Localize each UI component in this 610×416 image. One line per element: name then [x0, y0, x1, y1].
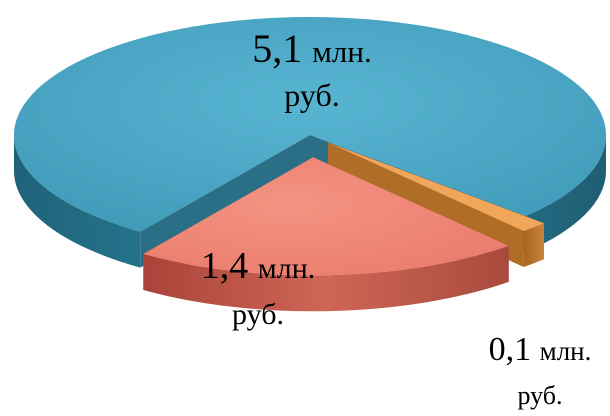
slice-label-value: 5,1 млн.: [252, 26, 371, 71]
slice-label-currency: руб.: [517, 381, 562, 410]
pie-slice-side: [523, 223, 544, 268]
slice-value-text: 5,1: [252, 26, 312, 71]
slice-value-text: 0,1: [489, 331, 540, 368]
pie-slice-top: [328, 142, 544, 232]
slice-unit-text: млн.: [540, 336, 592, 366]
slice-label-currency: руб.: [284, 77, 339, 113]
slice-unit-text: млн.: [312, 34, 371, 69]
pie-slice-top: [143, 157, 509, 276]
pie-slice-2: [143, 157, 509, 312]
pie-slice-top: [13, 17, 606, 232]
slice-value-text: 1,4: [201, 245, 258, 287]
slice-label-currency: руб.: [232, 298, 284, 331]
slice-unit-text: млн.: [258, 252, 316, 285]
slice-label-value: 1,4 млн.: [201, 245, 316, 287]
pie-slice-side: [143, 245, 509, 312]
slice-label-value: 0,1 млн.: [489, 331, 592, 368]
